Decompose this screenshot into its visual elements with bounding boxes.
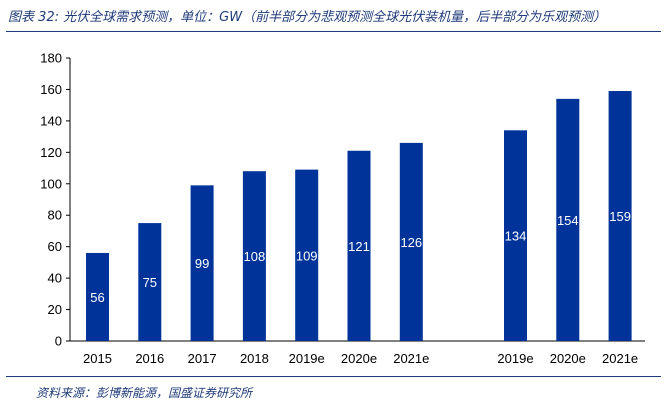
x-tick-label: 2020e <box>550 351 586 366</box>
bar <box>504 130 527 341</box>
bar-value-label: 109 <box>296 248 318 263</box>
chart-axes: 0 20 40 60 80 100 120 140 160 180 <box>40 51 645 349</box>
bar <box>556 98 580 341</box>
y-tick-label: 180 <box>40 51 62 66</box>
y-tick-label: 40 <box>48 271 62 286</box>
bar <box>242 171 266 341</box>
x-tick-label: 2016 <box>135 351 164 366</box>
bar <box>295 169 319 341</box>
chart-labels: 56 2015 75 2016 99 2017 108 2018 109 2019e 121 2020… <box>83 209 638 366</box>
bar <box>190 185 214 341</box>
bar-value-label: 99 <box>195 256 209 271</box>
source-note: 资料来源：彭博新能源，国盛证券研究所 <box>36 386 253 400</box>
chart-title: 图表 32: 光伏全球需求预测，单位：GW（前半部分为悲观预测全球光伏装机量，后… <box>8 10 607 25</box>
source-divider <box>6 376 661 377</box>
x-tick-label: 2018 <box>240 351 269 366</box>
y-tick-label: 100 <box>40 176 62 191</box>
y-tick-label: 160 <box>40 82 62 97</box>
x-tick-label: 2021e <box>393 351 429 366</box>
bar <box>399 142 423 341</box>
y-tick-label: 140 <box>40 113 62 128</box>
x-tick-label: 2019e <box>289 351 325 366</box>
bar-value-label: 126 <box>400 235 422 250</box>
title-divider <box>6 31 661 32</box>
x-tick-label: 2021e <box>602 351 638 366</box>
bar-value-label: 159 <box>609 209 631 224</box>
bar-value-label: 56 <box>90 290 104 305</box>
y-tick-label: 20 <box>48 302 62 317</box>
bar-value-label: 121 <box>348 239 370 254</box>
x-tick-label: 2015 <box>83 351 112 366</box>
x-tick-label: 2017 <box>188 351 217 366</box>
x-tick-label: 2020e <box>341 351 377 366</box>
bar <box>608 91 632 342</box>
chart-bars <box>86 91 632 342</box>
bar <box>347 150 371 341</box>
y-tick-label: 80 <box>48 208 62 223</box>
x-tick-label: 2019e <box>497 351 533 366</box>
y-tick-label: 120 <box>40 145 62 160</box>
bar-value-label: 75 <box>143 275 157 290</box>
bar-value-label: 108 <box>244 249 266 264</box>
bar <box>86 252 109 341</box>
y-tick-label: 60 <box>48 239 62 254</box>
bar-value-label: 134 <box>505 229 527 244</box>
bar <box>138 223 162 341</box>
bar-value-label: 154 <box>557 213 579 228</box>
y-tick-label: 0 <box>55 334 62 349</box>
